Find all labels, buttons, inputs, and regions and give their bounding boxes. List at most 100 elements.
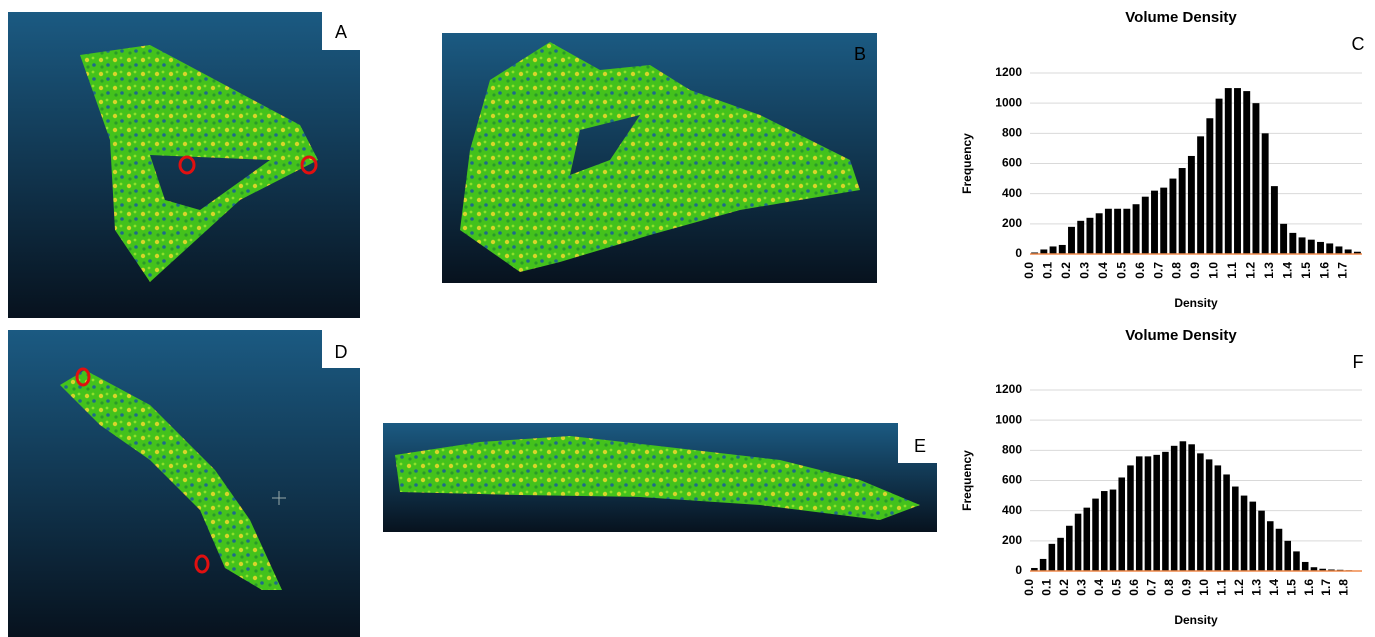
x-tick-label: 0.9 <box>1188 262 1202 279</box>
bar <box>1145 456 1152 571</box>
bar <box>1127 465 1134 571</box>
chart-title: Volume Density <box>1125 327 1237 344</box>
bar <box>1050 246 1057 254</box>
bar <box>1075 514 1082 571</box>
x-axis-title: Density <box>1174 296 1218 310</box>
x-tick-label: 1.2 <box>1244 262 1258 279</box>
bar <box>1160 188 1167 254</box>
bar <box>1123 209 1130 254</box>
bar <box>1335 246 1342 254</box>
x-tick-label: 1.0 <box>1207 262 1221 279</box>
bar <box>1284 541 1291 571</box>
bar <box>1308 240 1315 254</box>
x-tick-label: 1.4 <box>1280 262 1294 279</box>
x-tick-label: 1.6 <box>1302 579 1316 596</box>
bar <box>1092 499 1099 571</box>
bar <box>1096 213 1103 254</box>
chart-title: Volume Density <box>1125 9 1237 26</box>
bar <box>1232 487 1239 571</box>
x-tick-label: 0.9 <box>1179 579 1193 596</box>
x-tick-label: 0.1 <box>1040 579 1054 596</box>
bar <box>1258 511 1265 571</box>
bar <box>1171 446 1178 571</box>
x-tick-label: 1.0 <box>1197 579 1211 596</box>
bar <box>1153 455 1160 571</box>
bar <box>1086 218 1093 254</box>
x-tick-label: 0.2 <box>1059 262 1073 279</box>
bar <box>1216 99 1223 254</box>
bar <box>1110 490 1117 571</box>
y-tick-label: 400 <box>1002 503 1022 517</box>
x-tick-label: 0.7 <box>1144 579 1158 596</box>
bar <box>1057 538 1064 571</box>
bar <box>1188 444 1195 571</box>
x-tick-label: 0.6 <box>1127 579 1141 596</box>
bar <box>1293 551 1300 571</box>
bar <box>1299 237 1306 254</box>
x-tick-label: 1.1 <box>1214 579 1228 596</box>
x-tick-label: 0.3 <box>1078 262 1092 279</box>
panel-label: F <box>1353 352 1364 372</box>
bar <box>1302 562 1309 571</box>
panel-label: C <box>1352 34 1365 54</box>
x-tick-label: 1.5 <box>1299 262 1313 279</box>
y-tick-label: 1000 <box>995 412 1022 426</box>
panel-label: A <box>335 22 347 42</box>
bar <box>1276 529 1283 571</box>
bar <box>1066 526 1073 571</box>
bar <box>1197 136 1204 254</box>
bar <box>1225 88 1232 254</box>
y-tick-label: 200 <box>1002 216 1022 230</box>
bar <box>1188 156 1195 254</box>
x-tick-label: 0.6 <box>1133 262 1147 279</box>
panel-label: D <box>335 342 348 362</box>
y-tick-label: 1200 <box>995 65 1022 79</box>
bar <box>1250 502 1257 571</box>
x-tick-label: 0.0 <box>1022 579 1036 596</box>
bar <box>1142 197 1149 254</box>
panel-label: B <box>854 44 866 64</box>
x-tick-label: 1.7 <box>1336 262 1350 279</box>
x-tick-label: 0.4 <box>1096 262 1110 279</box>
bar <box>1243 91 1250 254</box>
bar <box>1101 491 1108 571</box>
y-tick-label: 800 <box>1002 443 1022 457</box>
bar <box>1317 242 1324 254</box>
y-axis-title: Frequency <box>960 133 974 194</box>
bar <box>1040 559 1047 571</box>
bar <box>1151 191 1158 254</box>
bar <box>1206 459 1213 571</box>
y-tick-label: 800 <box>1002 126 1022 140</box>
y-tick-label: 200 <box>1002 533 1022 547</box>
y-tick-label: 600 <box>1002 473 1022 487</box>
x-tick-label: 0.0 <box>1022 262 1036 279</box>
x-tick-label: 1.1 <box>1225 262 1239 279</box>
y-tick-label: 400 <box>1002 186 1022 200</box>
bar <box>1059 245 1066 254</box>
bar <box>1118 477 1125 571</box>
x-tick-label: 0.8 <box>1162 579 1176 596</box>
y-axis-title: Frequency <box>960 450 974 511</box>
x-tick-label: 1.6 <box>1317 262 1331 279</box>
bar <box>1105 209 1112 254</box>
bar <box>1262 133 1269 254</box>
bar <box>1180 441 1187 571</box>
x-tick-label: 1.2 <box>1232 579 1246 596</box>
x-tick-label: 1.3 <box>1262 262 1276 279</box>
x-tick-label: 0.5 <box>1114 262 1128 279</box>
bar <box>1206 118 1213 254</box>
bar <box>1169 179 1176 254</box>
bar <box>1280 224 1287 254</box>
bar <box>1114 209 1121 254</box>
figure: A B D E Volume DensityC02004006008001000… <box>0 0 1375 637</box>
bar <box>1234 88 1241 254</box>
x-axis-title: Density <box>1174 613 1218 627</box>
bar <box>1136 456 1143 571</box>
y-tick-label: 1200 <box>995 382 1022 396</box>
x-tick-label: 1.4 <box>1267 579 1281 596</box>
x-tick-label: 1.5 <box>1284 579 1298 596</box>
y-tick-label: 0 <box>1015 563 1022 577</box>
x-tick-label: 0.8 <box>1170 262 1184 279</box>
x-tick-label: 0.4 <box>1092 579 1106 596</box>
bar <box>1133 204 1140 254</box>
